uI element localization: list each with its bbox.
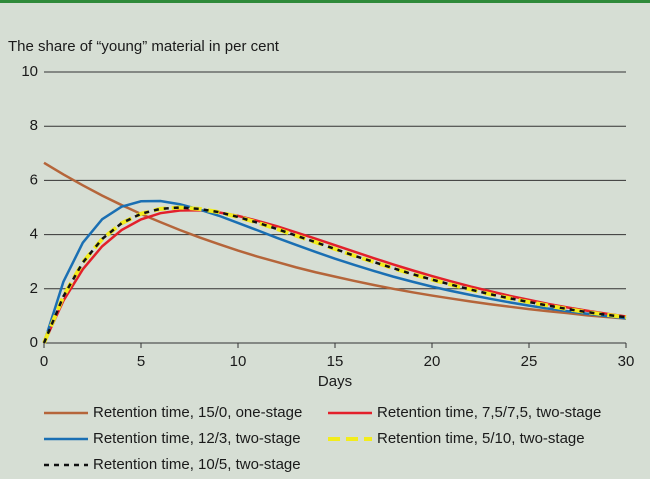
chart-title: The share of “young” material in per cen… xyxy=(8,38,280,55)
x-tick-label: 30 xyxy=(618,353,635,370)
x-axis-label: Days xyxy=(318,373,352,390)
y-tick-label: 6 xyxy=(30,171,38,188)
legend-label: Retention time, 15/0, one-stage xyxy=(93,404,302,421)
y-tick-label: 4 xyxy=(30,226,38,243)
line-series xyxy=(42,208,627,344)
legend-label: Retention time, 7,5/7,5, two-stage xyxy=(377,404,601,421)
x-tick-label: 25 xyxy=(521,353,538,370)
line-series xyxy=(42,205,627,344)
y-tick-label: 0 xyxy=(30,334,38,351)
y-tick-label: 2 xyxy=(30,280,38,297)
line-series xyxy=(42,206,627,344)
legend-label: Retention time, 12/3, two-stage xyxy=(93,430,301,447)
x-tick-label: 15 xyxy=(327,353,344,370)
x-tick-label: 5 xyxy=(137,353,145,370)
legend-label: Retention time, 5/10, two-stage xyxy=(377,430,585,447)
line-series xyxy=(42,199,627,344)
line-series xyxy=(43,161,627,320)
top-border xyxy=(0,0,650,3)
x-tick-label: 10 xyxy=(230,353,247,370)
y-tick-label: 10 xyxy=(21,63,38,80)
x-tick-label: 20 xyxy=(424,353,441,370)
legend-label: Retention time, 10/5, two-stage xyxy=(93,456,301,473)
x-tick-label: 0 xyxy=(40,353,48,370)
y-tick-label: 8 xyxy=(30,117,38,134)
